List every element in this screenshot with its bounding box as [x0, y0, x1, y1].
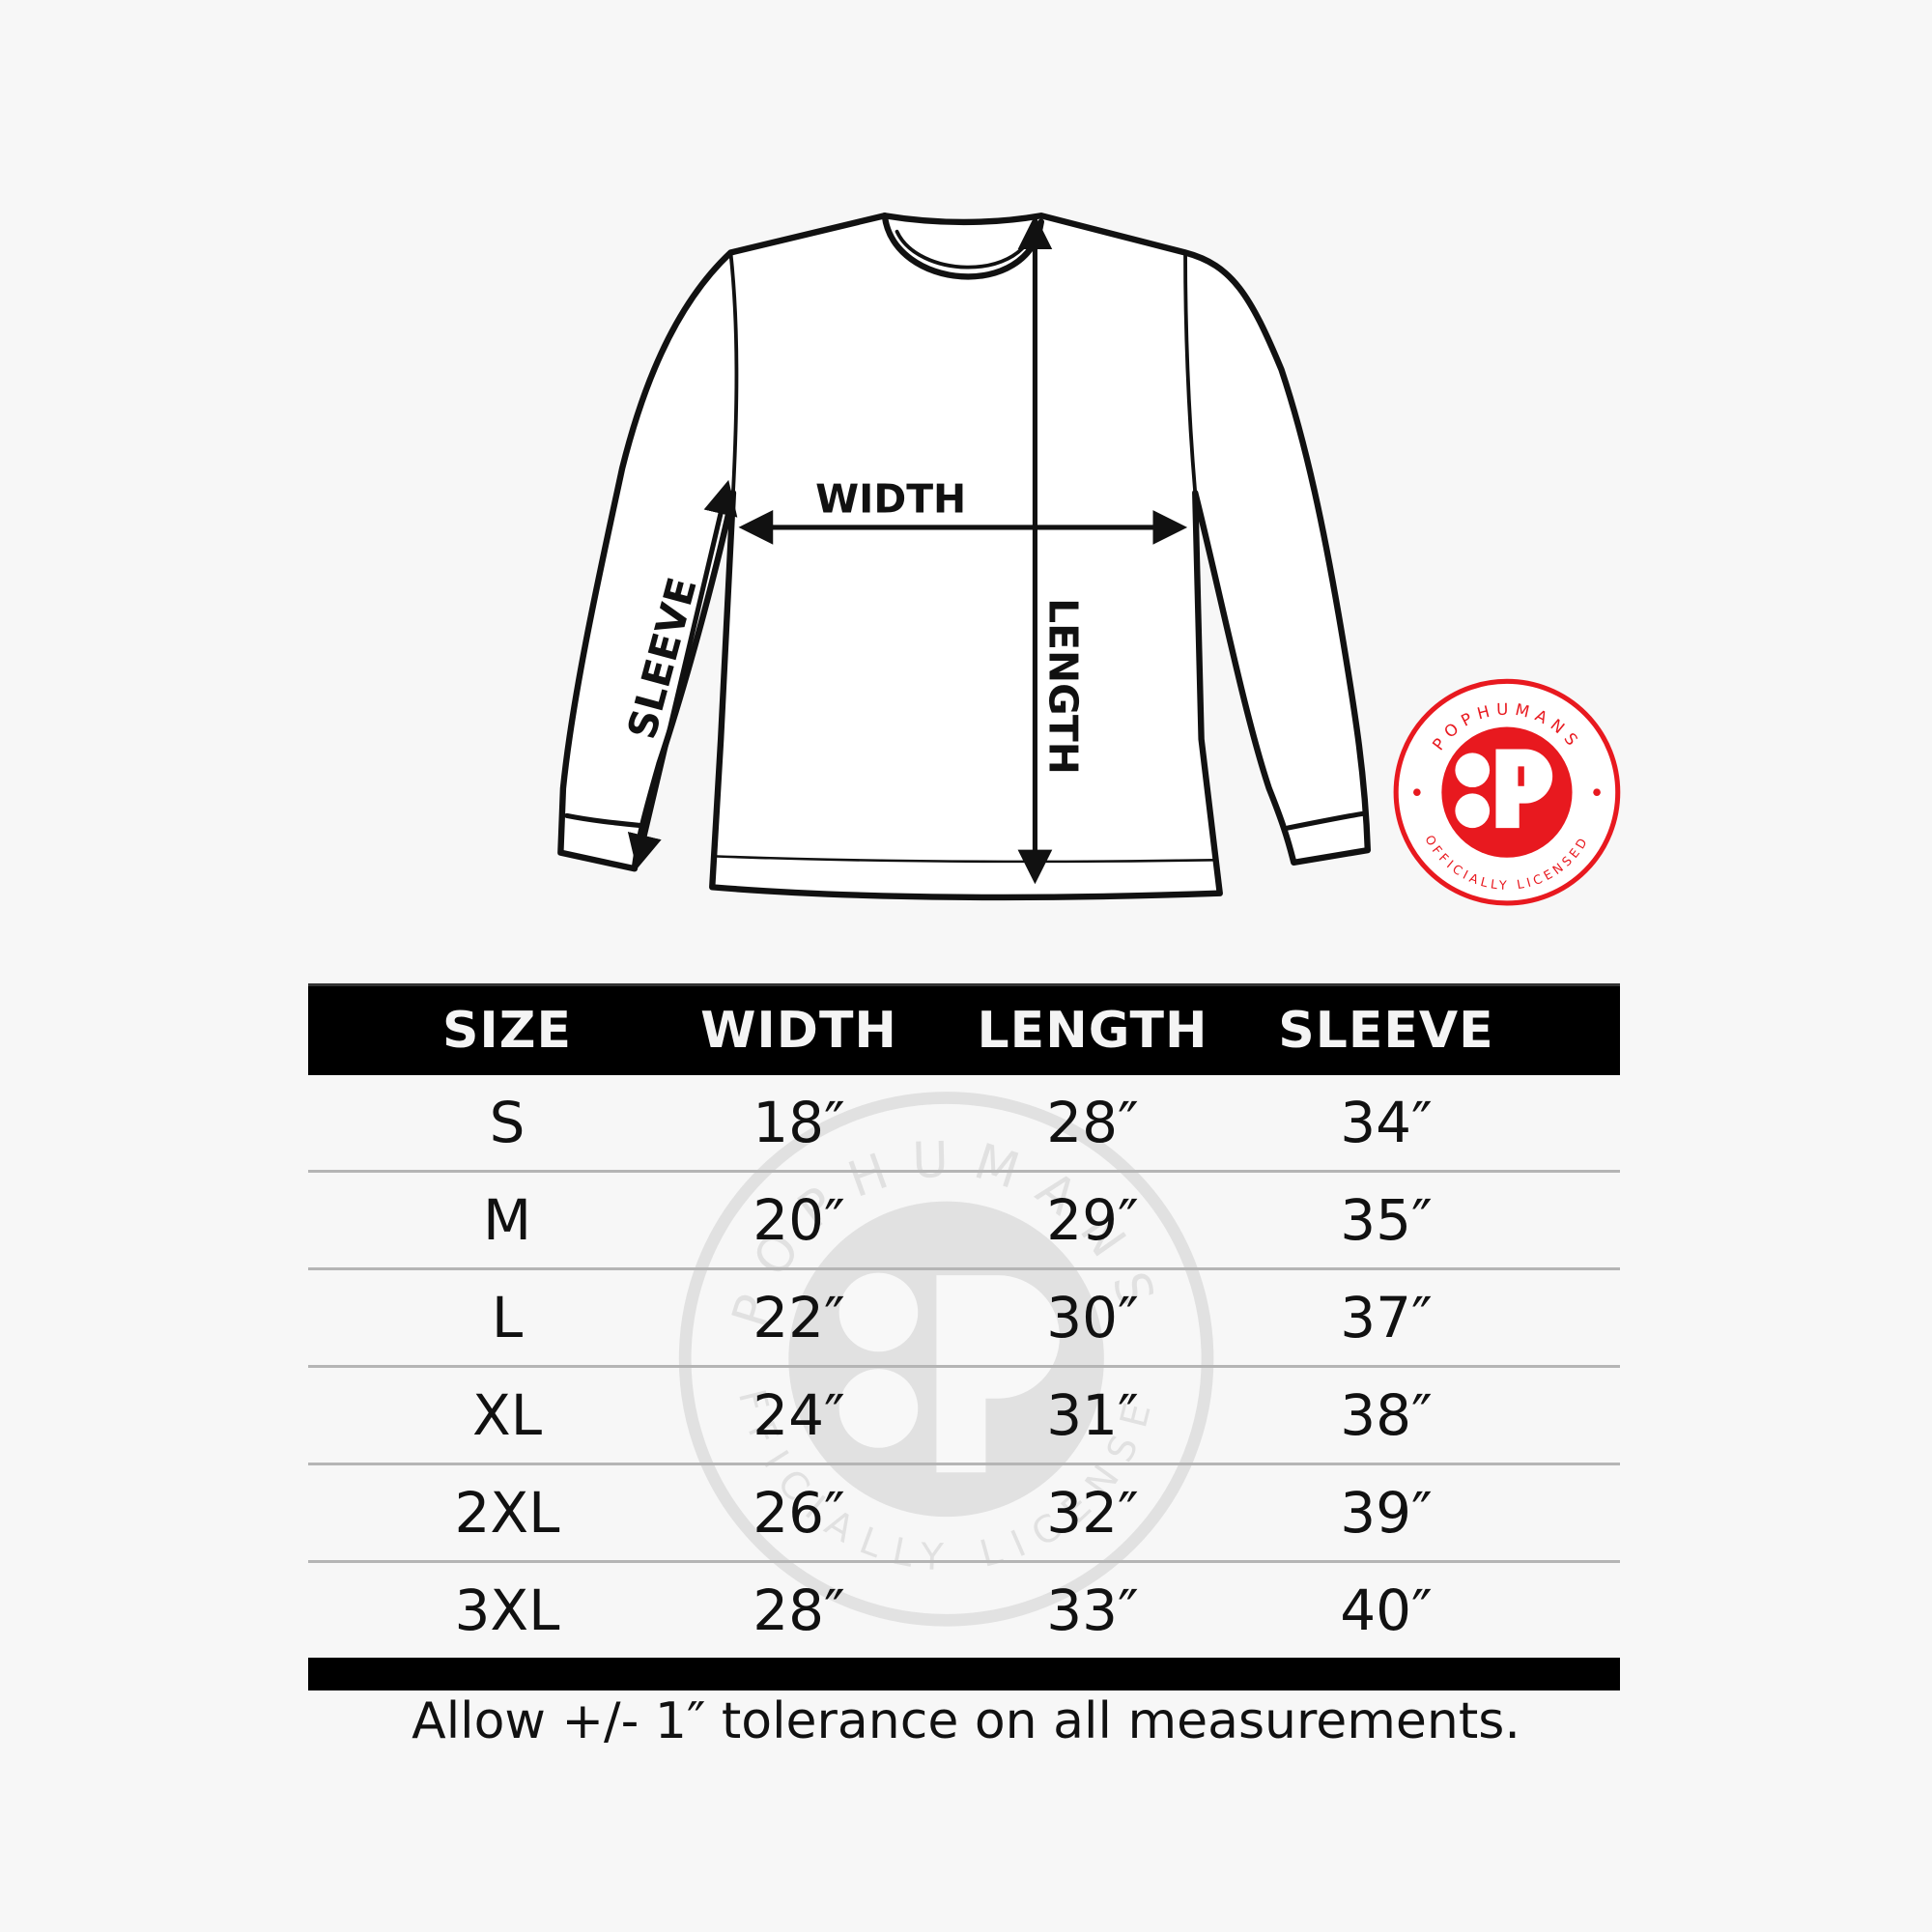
cell-length: 28″	[1046, 1090, 1139, 1155]
cell-sleeve: 37″	[1340, 1285, 1433, 1350]
cell-width: 26″	[753, 1480, 845, 1546]
cell-width: 18″	[753, 1090, 845, 1155]
header-width: WIDTH	[700, 1002, 897, 1060]
header-size: SIZE	[441, 1002, 573, 1060]
cell-width: 24″	[753, 1382, 845, 1448]
header-length: LENGTH	[977, 1002, 1208, 1060]
table-row: 3XL 28″ 33″ 40″	[308, 1563, 1620, 1658]
cell-sleeve: 38″	[1340, 1382, 1433, 1448]
table-row: L 22″ 30″ 37″	[308, 1270, 1620, 1368]
cell-length: 30″	[1046, 1285, 1139, 1350]
cell-length: 33″	[1046, 1577, 1139, 1643]
cell-size: 2XL	[454, 1480, 560, 1546]
cell-sleeve: 34″	[1340, 1090, 1433, 1155]
table-bottom-bar	[308, 1658, 1620, 1690]
table-row: M 20″ 29″ 35″	[308, 1173, 1620, 1270]
pophumans-logo: POPHUMANS OFFICIALLY LICENSED	[1393, 678, 1621, 906]
width-label: WIDTH	[815, 476, 966, 523]
cell-length: 31″	[1046, 1382, 1139, 1448]
cell-width: 22″	[753, 1285, 845, 1350]
cell-sleeve: 39″	[1340, 1480, 1433, 1546]
shirt-outline	[557, 213, 1372, 901]
sleeve-arrow	[627, 479, 738, 869]
cell-sleeve: 40″	[1340, 1577, 1433, 1643]
table-header: SIZE WIDTH LENGTH SLEEVE	[308, 983, 1620, 1075]
cell-size: S	[489, 1090, 526, 1155]
cell-length: 29″	[1046, 1187, 1139, 1253]
size-chart-table: SIZE WIDTH LENGTH SLEEVE S 18″ 28″ 34″ M 20″ 2…	[308, 983, 1620, 1690]
length-label: LENGTH	[1040, 598, 1087, 775]
tolerance-note: Allow +/- 1″ tolerance on all measuremen…	[412, 1692, 1520, 1750]
cell-size: XL	[471, 1382, 543, 1448]
table-row: XL 24″ 31″ 38″	[308, 1368, 1620, 1465]
cell-sleeve: 35″	[1340, 1187, 1433, 1253]
table-row: S 18″ 28″ 34″	[308, 1075, 1620, 1173]
cell-length: 32″	[1046, 1480, 1139, 1546]
cell-size: M	[482, 1187, 532, 1253]
table-row: 2XL 26″ 32″ 39″	[308, 1465, 1620, 1563]
cell-size: 3XL	[454, 1577, 560, 1643]
cell-width: 28″	[753, 1577, 845, 1643]
cell-width: 20″	[753, 1187, 845, 1253]
cell-size: L	[491, 1285, 524, 1350]
header-sleeve: SLEEVE	[1278, 1002, 1494, 1060]
